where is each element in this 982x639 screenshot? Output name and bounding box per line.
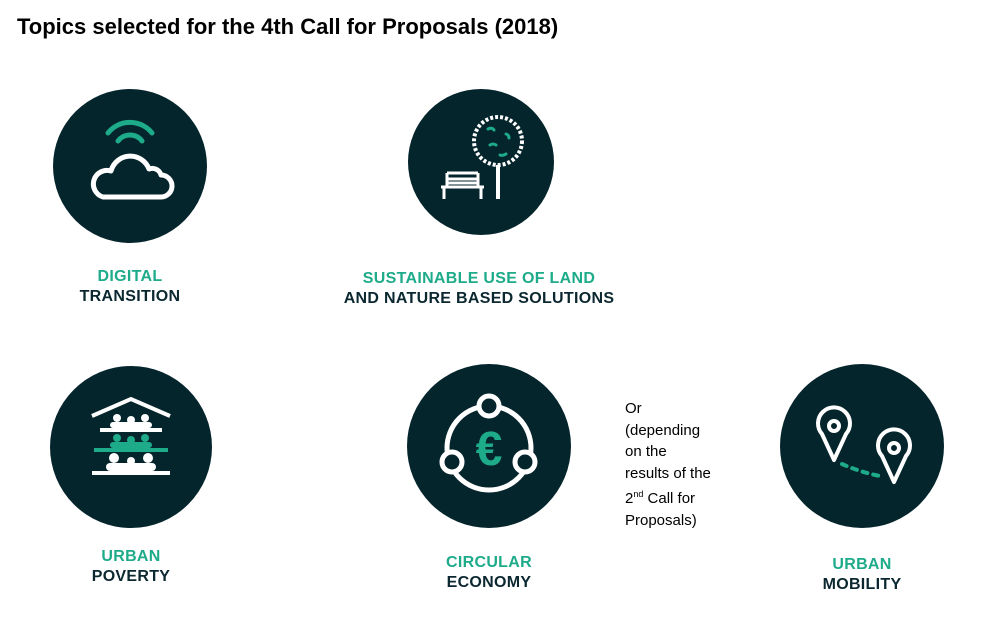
euro-cycle-icon: € (439, 393, 538, 493)
alternative-note: Or (depending on the results of the 2nd … (625, 398, 711, 531)
topic-sustainable-land: SUSTAINABLE USE OF LAND AND NATURE BASED… (299, 269, 659, 309)
urban-mobility-icon-circle (780, 364, 944, 528)
topic-digital-transition: DIGITAL TRANSITION (0, 267, 310, 307)
page-title: Topics selected for the 4th Call for Pro… (17, 14, 559, 39)
topic-line2: MOBILITY (822, 576, 902, 593)
urban-poverty-icon-circle (50, 366, 212, 528)
note-text: Call for (643, 490, 696, 507)
topic-line2: AND NATURE BASED SOLUTIONS (343, 290, 615, 307)
topic-line2: POVERTY (91, 568, 171, 585)
topic-urban-mobility: URBAN MOBILITY (682, 555, 982, 595)
topic-urban-poverty: URBAN POVERTY (0, 547, 311, 587)
tree-bench-icon (441, 115, 524, 199)
cloud-wifi-icon (90, 119, 175, 200)
note-line: Proposals) (625, 511, 697, 529)
topic-line1: DIGITAL (97, 268, 163, 285)
topic-line2: ECONOMY (446, 574, 532, 591)
land-icon-circle (408, 89, 554, 235)
note-line: 2nd Call for (625, 484, 711, 510)
people-shelter-icon (91, 396, 171, 475)
svg-text:€: € (476, 423, 503, 476)
digital-transition-icon-circle (53, 89, 207, 243)
topic-line1: SUSTAINABLE USE OF LAND (362, 270, 596, 287)
topic-line1: URBAN (101, 548, 161, 565)
map-pins-icon (816, 405, 912, 484)
note-line: on the (625, 443, 667, 460)
note-text: 2 (625, 490, 634, 507)
topic-line2: TRANSITION (79, 288, 181, 305)
note-line: results of the (625, 464, 711, 482)
note-superscript: nd (633, 489, 644, 499)
topic-circular-economy: CIRCULAR ECONOMY (309, 553, 669, 593)
topic-line1: CIRCULAR (446, 554, 532, 571)
note-line: Or (625, 400, 642, 417)
topic-line1: URBAN (832, 556, 892, 573)
note-line: (depending (625, 421, 701, 439)
circular-economy-icon-circle: € (407, 364, 571, 528)
